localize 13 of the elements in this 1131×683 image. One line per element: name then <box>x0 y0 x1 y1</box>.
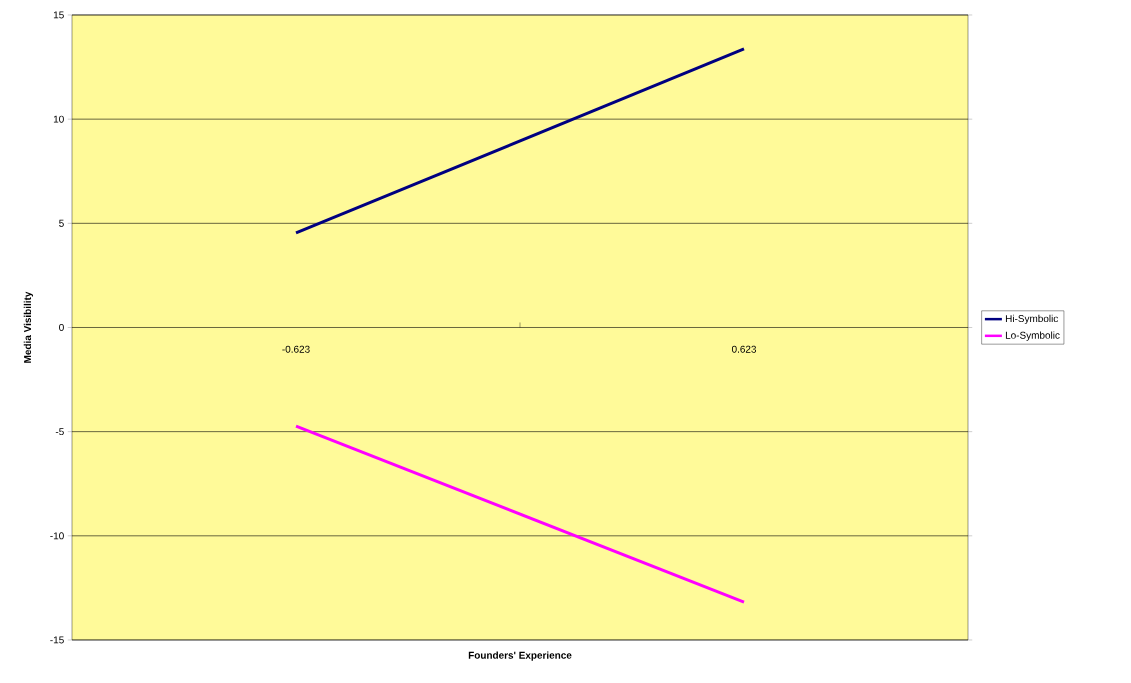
y-tick-label: 15 <box>53 11 64 19</box>
y-axis-title: Media Visibility <box>23 291 34 363</box>
y-tick-label: 0 <box>59 323 64 332</box>
x-axis-title: Founders' Experience <box>468 651 572 661</box>
x-tick-label: 0.623 <box>731 345 757 353</box>
legend-label: Hi-Symbolic <box>1005 314 1058 325</box>
legend-label: Lo-Symbolic <box>1005 331 1060 341</box>
y-tick-label: 5 <box>59 219 64 227</box>
x-tick-label: -0.623 <box>282 345 310 353</box>
y-tick-label: -5 <box>55 428 64 436</box>
y-tick-label: -10 <box>50 532 64 540</box>
y-tick-label: 10 <box>53 115 64 123</box>
y-tick-label: -15 <box>50 636 64 644</box>
